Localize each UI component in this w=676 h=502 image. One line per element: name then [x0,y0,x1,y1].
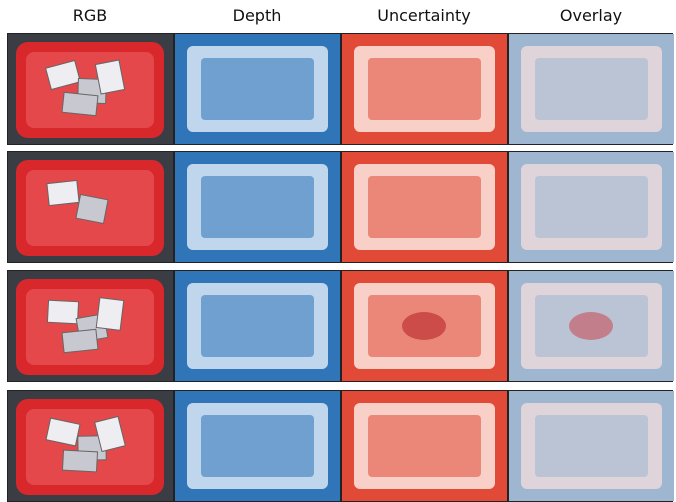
depth-map [175,34,340,144]
overlay-image [509,152,674,262]
rgb-image [8,271,173,381]
overlay-image [509,271,674,381]
image-row [7,390,674,502]
overlay-image [509,34,674,144]
uncertainty-map [342,271,507,381]
column-header-depth: Depth [232,6,282,25]
rgb-image [8,391,173,501]
image-row [7,33,674,145]
uncertainty-map [342,34,507,144]
column-header-rgb: RGB [72,6,108,25]
uncertainty-map [342,391,507,501]
depth-map [175,271,340,381]
depth-map [175,391,340,501]
image-row [7,151,674,263]
rgb-image [8,34,173,144]
image-row [7,270,674,382]
column-header-overlay: Overlay [559,6,623,25]
overlay-image [509,391,674,501]
uncertainty-map [342,152,507,262]
column-header-uncertainty: Uncertainty [377,6,471,25]
depth-map [175,152,340,262]
rgb-image [8,152,173,262]
